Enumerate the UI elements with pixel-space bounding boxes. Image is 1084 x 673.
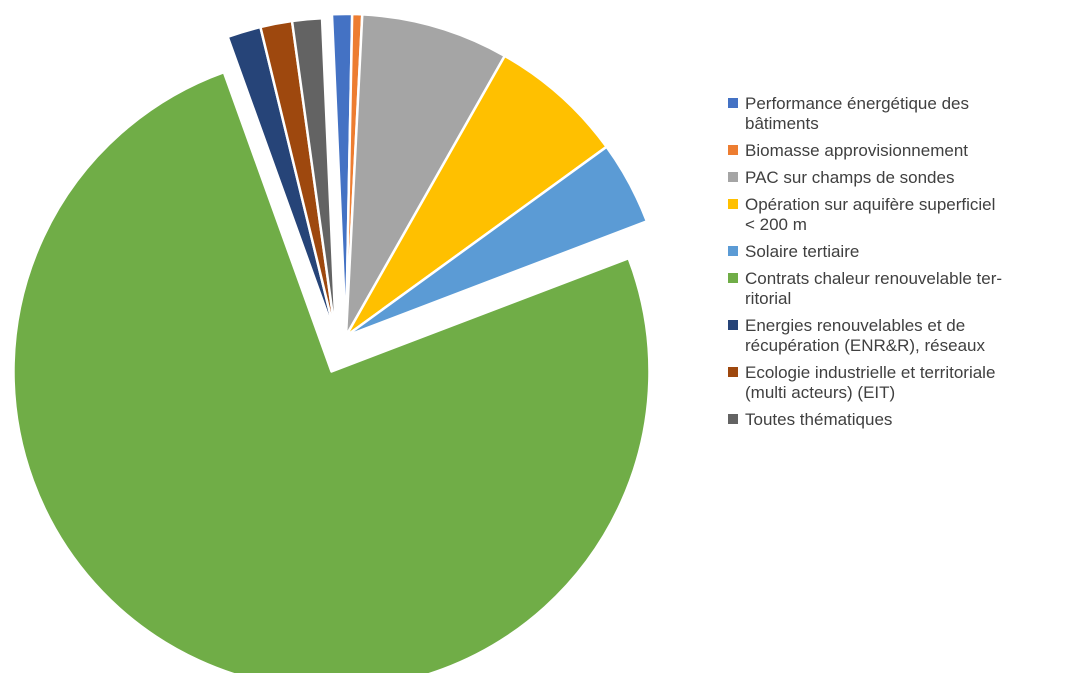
legend-item-9: Toutes thématiques: [728, 410, 1084, 430]
legend-swatch: [728, 199, 738, 209]
legend-label: Toutes thématiques: [745, 410, 893, 429]
legend-item-3: PAC sur champs de sondes: [728, 168, 1084, 188]
legend-label: PAC sur champs de sondes: [745, 168, 955, 187]
legend-swatch: [728, 273, 738, 283]
legend-swatch: [728, 98, 738, 108]
legend-label: Performance énergétique des bâtiments: [745, 94, 969, 133]
pie-chart: [12, 12, 651, 673]
legend-label: Energies renouvelables et de récupératio…: [745, 316, 985, 355]
legend-item-8: Ecologie industrielle et territoriale (m…: [728, 363, 1084, 403]
pie-slices: [12, 12, 651, 673]
pie-slice-9: [290, 17, 338, 340]
legend-item-2: Biomasse approvisionnement: [728, 141, 1084, 161]
legend-label: Solaire tertiaire: [745, 242, 860, 261]
legend: Performance énergétique des bâtiments Bio…: [728, 94, 1084, 437]
legend-swatch: [728, 414, 738, 424]
legend-item-5: Solaire tertiaire: [728, 242, 1084, 262]
legend-swatch: [728, 320, 738, 330]
legend-swatch: [728, 367, 738, 377]
legend-item-6: Contrats chaleur renouvelable ter- ritor…: [728, 269, 1084, 309]
legend-label: Ecologie industrielle et territoriale (m…: [745, 363, 996, 402]
pie-slice-5: [344, 145, 649, 338]
legend-item-7: Energies renouvelables et de récupératio…: [728, 316, 1084, 356]
legend-swatch: [728, 145, 738, 155]
legend-swatch: [728, 246, 738, 256]
legend-label: Biomasse approvisionnement: [745, 141, 969, 160]
pie-slice-6: [12, 70, 651, 673]
pie-slice-3: [344, 13, 507, 338]
legend-item-1: Performance énergétique des bâtiments: [728, 94, 1084, 134]
pie-slice-4: [344, 54, 608, 338]
legend-item-4: Opération sur aquifère superficiel < 200…: [728, 195, 1084, 235]
legend-label: Opération sur aquifère superficiel < 200…: [745, 195, 996, 234]
legend-label: Contrats chaleur renouvelable ter- ritor…: [745, 269, 1003, 308]
legend-swatch: [728, 172, 738, 182]
